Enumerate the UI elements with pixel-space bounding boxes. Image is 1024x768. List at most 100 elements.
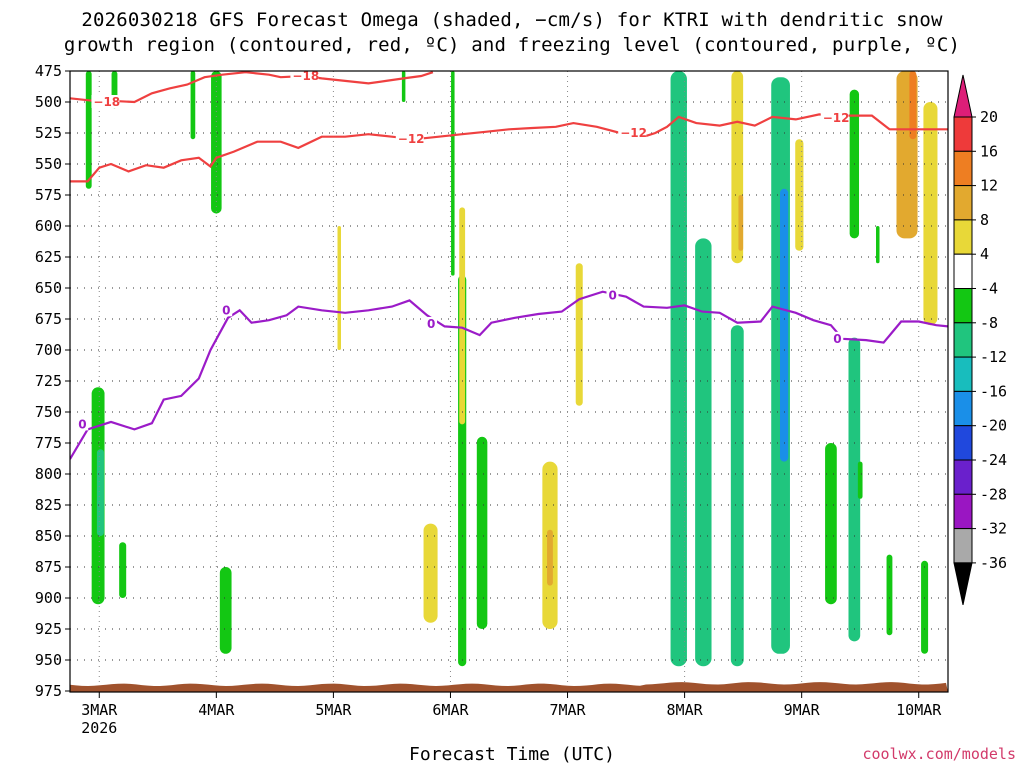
colorbar-label-6: -8 <box>980 314 998 332</box>
y-tick-label-750: 750 <box>35 403 62 421</box>
freezing-level-label-bg-1 <box>220 303 233 317</box>
omega-shading <box>85 71 938 667</box>
x-tick-label-4MAR: 4MAR <box>198 701 235 719</box>
credit-link[interactable]: coolwx.com/models <box>862 745 1016 763</box>
omega-feature-16 <box>575 263 583 406</box>
omega-feature-3 <box>85 71 92 189</box>
colorbar-bin-3 <box>953 185 973 221</box>
omega-feature-22 <box>848 337 861 642</box>
y-tick-label-875: 875 <box>35 558 62 576</box>
colorbar-bin-2 <box>953 150 973 187</box>
colorbar-label-0: 20 <box>980 108 998 126</box>
colorbar-bin-7 <box>953 322 973 358</box>
omega-feature-6 <box>211 71 222 214</box>
freezing-level-label-3: 0 <box>609 288 617 302</box>
isotherm-1-label-0: −12 <box>398 132 425 146</box>
colorbar-label-8: -16 <box>980 382 1007 400</box>
x-tick-label-7MAR: 7MAR <box>549 701 586 719</box>
colorbar-bin-1 <box>953 116 973 152</box>
colorbar-label-10: -24 <box>980 451 1007 469</box>
freezing-level-label-1: 0 <box>222 303 230 317</box>
omega-feature-11 <box>451 71 455 276</box>
ground-layer <box>70 682 948 692</box>
freezing-level-label-bg-4 <box>831 331 844 345</box>
omega-feature-7 <box>219 567 232 654</box>
colorbar-label-5: -4 <box>980 280 998 298</box>
isotherm-1-line <box>70 113 948 183</box>
y-tick-label-675: 675 <box>35 310 62 328</box>
y-tick-label-800: 800 <box>35 465 62 483</box>
y-tick-label-525: 525 <box>35 124 62 142</box>
colorbar-bin-8 <box>953 356 973 392</box>
colorbar-label-12: -32 <box>980 520 1007 538</box>
omega-feature-29 <box>909 71 917 140</box>
omega-feature-35 <box>401 71 406 102</box>
colorbar-bin-11 <box>953 459 973 495</box>
freezing-level-label-bg-2 <box>425 316 438 330</box>
x-tick-label-10MAR: 10MAR <box>896 701 942 719</box>
colorbar-bin-9 <box>953 390 973 427</box>
freezing-level-label-bg-3 <box>606 288 619 302</box>
y-tick-label-775: 775 <box>35 434 62 452</box>
freezing-level-label-2: 0 <box>427 317 435 331</box>
gridlines <box>70 70 948 692</box>
omega-feature-23 <box>825 443 837 605</box>
y-tick-label-475: 475 <box>35 62 62 80</box>
y-tick-label-950: 950 <box>35 651 62 669</box>
colorbar-bin-4 <box>953 219 973 255</box>
omega-feature-8 <box>337 226 342 350</box>
isotherm-0-label-0: −18 <box>93 95 120 109</box>
isotherm-0-line <box>70 71 434 104</box>
y-axis: 475 500 525 550 575 600 625 650 675 700 725 750 775 8… <box>35 62 70 700</box>
colorbar-label-9: -20 <box>980 417 1007 435</box>
y-tick-label-825: 825 <box>35 496 62 514</box>
x-tick-sublabel-3MAR: 2026 <box>81 719 117 737</box>
x-tick-label-9MAR: 9MAR <box>784 701 821 719</box>
omega-feature-2 <box>96 449 104 536</box>
isotherm-1-label-bg-2 <box>820 111 849 125</box>
y-tick-label-700: 700 <box>35 341 62 359</box>
omega-feature-27 <box>795 139 804 251</box>
ground-surface <box>70 682 948 692</box>
x-axis-title: Forecast Time (UTC) <box>409 744 615 765</box>
y-tick-label-850: 850 <box>35 527 62 545</box>
y-tick-label-500: 500 <box>35 93 62 111</box>
colorbar-bin-10 <box>953 425 973 461</box>
chart-title-line1: 2026030218 GFS Forecast Omega (shaded, −… <box>81 9 943 31</box>
y-tick-label-725: 725 <box>35 372 62 390</box>
omega-feature-19 <box>730 325 744 667</box>
omega-feature-33 <box>886 554 893 636</box>
colorbar-label-13: -36 <box>980 554 1007 572</box>
plot-area <box>70 71 948 692</box>
x-tick-label-3MAR: 3MAR <box>81 701 118 719</box>
omega-feature-17 <box>670 71 687 667</box>
colorbar-bottom-arrow <box>953 562 973 606</box>
colorbar-label-3: 8 <box>980 211 989 229</box>
colorbar-label-7: -12 <box>980 348 1007 366</box>
omega-feature-12 <box>459 207 466 425</box>
isotherm-0-label-bg-1 <box>290 71 319 82</box>
omega-feature-31 <box>876 226 880 264</box>
colorbar-label-11: -28 <box>980 485 1007 503</box>
y-tick-label-600: 600 <box>35 217 62 235</box>
omega-feature-5 <box>190 71 196 140</box>
colorbar: 20 16 12 8 4 -4 -8 -12 -16 -20 -24 -28 -32 -36 <box>953 74 1007 606</box>
y-tick-label-625: 625 <box>35 248 62 266</box>
isotherm-1-label-1: −12 <box>620 126 647 140</box>
colorbar-bin-13 <box>953 528 973 564</box>
omega-feature-15 <box>547 529 553 586</box>
colorbar-bin-5 <box>953 253 973 289</box>
y-tick-label-650: 650 <box>35 279 62 297</box>
omega-feature-32 <box>921 560 929 654</box>
freezing-level-label-bg-0 <box>76 417 89 431</box>
freezing-level-label-0: 0 <box>78 417 86 431</box>
y-tick-label-900: 900 <box>35 589 62 607</box>
omega-feature-26 <box>738 195 744 251</box>
omega-feature-21 <box>780 188 789 462</box>
y-tick-label-925: 925 <box>35 620 62 638</box>
isotherm-1-label-bg-1 <box>618 126 647 139</box>
isotherm-1-label-2: −12 <box>823 111 850 125</box>
isotherm-0-label-1: −18 <box>292 69 319 83</box>
